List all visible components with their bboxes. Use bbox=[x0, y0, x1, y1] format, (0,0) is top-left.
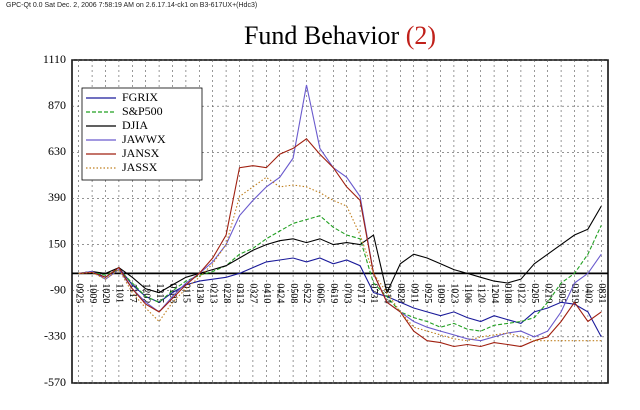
legend-label: FGRIX bbox=[122, 90, 158, 104]
x-tick-label: 1009 bbox=[435, 283, 446, 303]
x-tick-label: 0925 bbox=[73, 283, 84, 303]
x-tick-label: 0703 bbox=[341, 283, 352, 303]
chart-title: Fund Behavior (2) bbox=[244, 21, 436, 50]
x-tick-label: 0731 bbox=[368, 283, 379, 303]
x-tick-label: 1009 bbox=[87, 283, 98, 303]
series-line bbox=[78, 176, 602, 342]
x-tick-label: 1020 bbox=[100, 283, 111, 303]
series-line bbox=[78, 205, 602, 295]
y-tick-label: -570 bbox=[44, 375, 66, 389]
legend-label: S&P500 bbox=[122, 104, 163, 118]
x-tick-label: 0130 bbox=[194, 283, 205, 303]
x-tick-label: 1204 bbox=[489, 283, 500, 303]
x-tick-label: 0925 bbox=[422, 283, 433, 303]
x-tick-label: 0508 bbox=[288, 283, 299, 303]
x-tick-label: 1101 bbox=[114, 283, 125, 303]
legend-label: JANSX bbox=[122, 146, 160, 160]
x-tick-label: 0219 bbox=[542, 283, 553, 303]
plot-frame bbox=[71, 59, 609, 384]
x-tick-label: 1215 bbox=[154, 283, 165, 303]
x-tick-label: 1117 bbox=[127, 283, 138, 302]
x-tick-label: 0213 bbox=[207, 283, 218, 303]
x-tick-label: 0402 bbox=[583, 283, 594, 303]
y-tick-label: 870 bbox=[48, 98, 66, 112]
y-tick-label: 630 bbox=[48, 144, 66, 158]
x-tick-label: 0122 bbox=[516, 283, 527, 303]
x-tick-label: 0228 bbox=[221, 283, 232, 303]
x-tick-label: 1202 bbox=[140, 283, 151, 303]
series-line bbox=[78, 215, 602, 332]
y-tick-label: -90 bbox=[50, 282, 66, 296]
x-tick-label: 1023 bbox=[449, 283, 460, 303]
legend-label: JAWWX bbox=[122, 132, 166, 146]
x-tick-label: 0115 bbox=[181, 283, 192, 303]
x-tick-label: 0103 bbox=[167, 283, 178, 303]
x-tick-label: 0108 bbox=[502, 283, 513, 303]
x-tick-label: 0313 bbox=[234, 283, 245, 303]
y-tick-label: -330 bbox=[44, 329, 66, 343]
legend-label: JASSX bbox=[122, 160, 158, 174]
series-line bbox=[78, 84, 602, 342]
header: GPC-Qt 0.0 Sat Dec. 2, 2006 7:58:19 AM o… bbox=[6, 2, 257, 9]
x-tick-label: 0911 bbox=[408, 283, 419, 303]
x-tick-label: 0319 bbox=[569, 283, 580, 303]
x-tick-label: 0205 bbox=[529, 283, 540, 303]
x-tick-label: 0410 bbox=[261, 283, 272, 303]
x-tick-label: 0619 bbox=[328, 283, 339, 303]
title-text: Fund Behavior bbox=[244, 21, 400, 50]
x-tick-label: 0424 bbox=[274, 283, 285, 303]
legend-box bbox=[81, 87, 203, 181]
x-tick-label: 0717 bbox=[355, 283, 366, 303]
title-number: (2) bbox=[406, 21, 436, 50]
series-line bbox=[78, 138, 602, 348]
legend-label: DJIA bbox=[122, 118, 148, 132]
y-tick-label: 1110 bbox=[43, 52, 66, 66]
y-tick-label: 390 bbox=[48, 190, 66, 204]
y-tick-label: 150 bbox=[48, 236, 66, 250]
x-tick-label: 1120 bbox=[475, 283, 486, 303]
x-tick-label: 1106 bbox=[462, 283, 473, 303]
x-tick-label: 0828 bbox=[395, 283, 406, 303]
x-tick-label: 0605 bbox=[315, 283, 326, 303]
x-tick-label: 0522 bbox=[301, 283, 312, 303]
x-tick-label: 0831 bbox=[596, 283, 607, 303]
x-tick-label: 0327 bbox=[248, 283, 259, 303]
series-line bbox=[78, 257, 602, 338]
x-tick-label: 0305 bbox=[556, 283, 567, 303]
